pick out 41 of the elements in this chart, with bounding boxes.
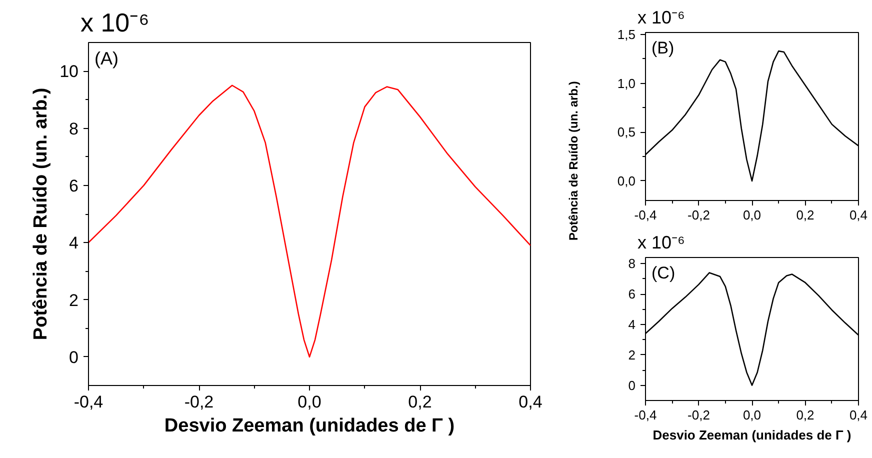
- y-tick-label: 6: [628, 286, 636, 302]
- y-tick-label: 1,5: [617, 26, 636, 42]
- x-tick-label: -0,4: [634, 408, 657, 422]
- x-tick-label: -0,2: [184, 392, 214, 412]
- y-tick-label: 0: [628, 378, 636, 393]
- text: x 10⁻⁶: [638, 8, 685, 28]
- y-axis-title: Potência de Ruído (un. arb.): [30, 88, 52, 340]
- y-axis-title: Potência de Ruído (un. arb.): [566, 81, 581, 240]
- x-tick-label: 0,2: [408, 392, 432, 412]
- y-tick-label: 0,5: [617, 124, 636, 140]
- x-axis-title: Desvio Zeeman (unidades de Γ ): [652, 428, 852, 442]
- x-tick-label: 0,4: [518, 392, 542, 412]
- y-tick-label: 0: [69, 348, 79, 367]
- x-tick-label: -0,4: [634, 208, 657, 222]
- annotation: (B): [652, 38, 674, 58]
- x-tick-label: -0,2: [688, 208, 710, 222]
- x-tick-label: 0,2: [796, 208, 814, 222]
- y-tick-label: 4: [628, 316, 636, 332]
- y-tick-label: 8: [628, 256, 636, 272]
- x-tick-label: 0,0: [742, 408, 762, 422]
- x-tick-label: 0,2: [796, 408, 814, 422]
- x-tick-label: 0,0: [742, 208, 762, 222]
- x-axis-title: Desvio Zeeman (unidades de Γ ): [164, 416, 455, 436]
- annotation: (A): [94, 48, 118, 68]
- y-tick-label: 10: [60, 62, 79, 82]
- line-series: [88, 84, 530, 358]
- x-tick-label: 0,4: [849, 208, 868, 222]
- x-tick-label: 0,0: [298, 392, 322, 412]
- y-tick-label: 0,0: [617, 173, 636, 188]
- y-tick-label: 1,0: [617, 76, 636, 91]
- x-tick-label: -0,2: [688, 408, 710, 422]
- text: x 10⁻⁶: [638, 232, 685, 252]
- x-tick-label: -0,4: [74, 392, 104, 412]
- x-tick-label: 0,4: [849, 408, 868, 422]
- y-tick-label: 2: [628, 347, 636, 362]
- y-tick-label: 4: [69, 234, 79, 253]
- y-tick-label: 2: [69, 290, 79, 310]
- y-tick-label: 6: [69, 176, 79, 196]
- y-tick-label: 8: [69, 119, 79, 138]
- annotation: (C): [652, 264, 676, 282]
- text: x 10⁻⁶: [80, 8, 150, 38]
